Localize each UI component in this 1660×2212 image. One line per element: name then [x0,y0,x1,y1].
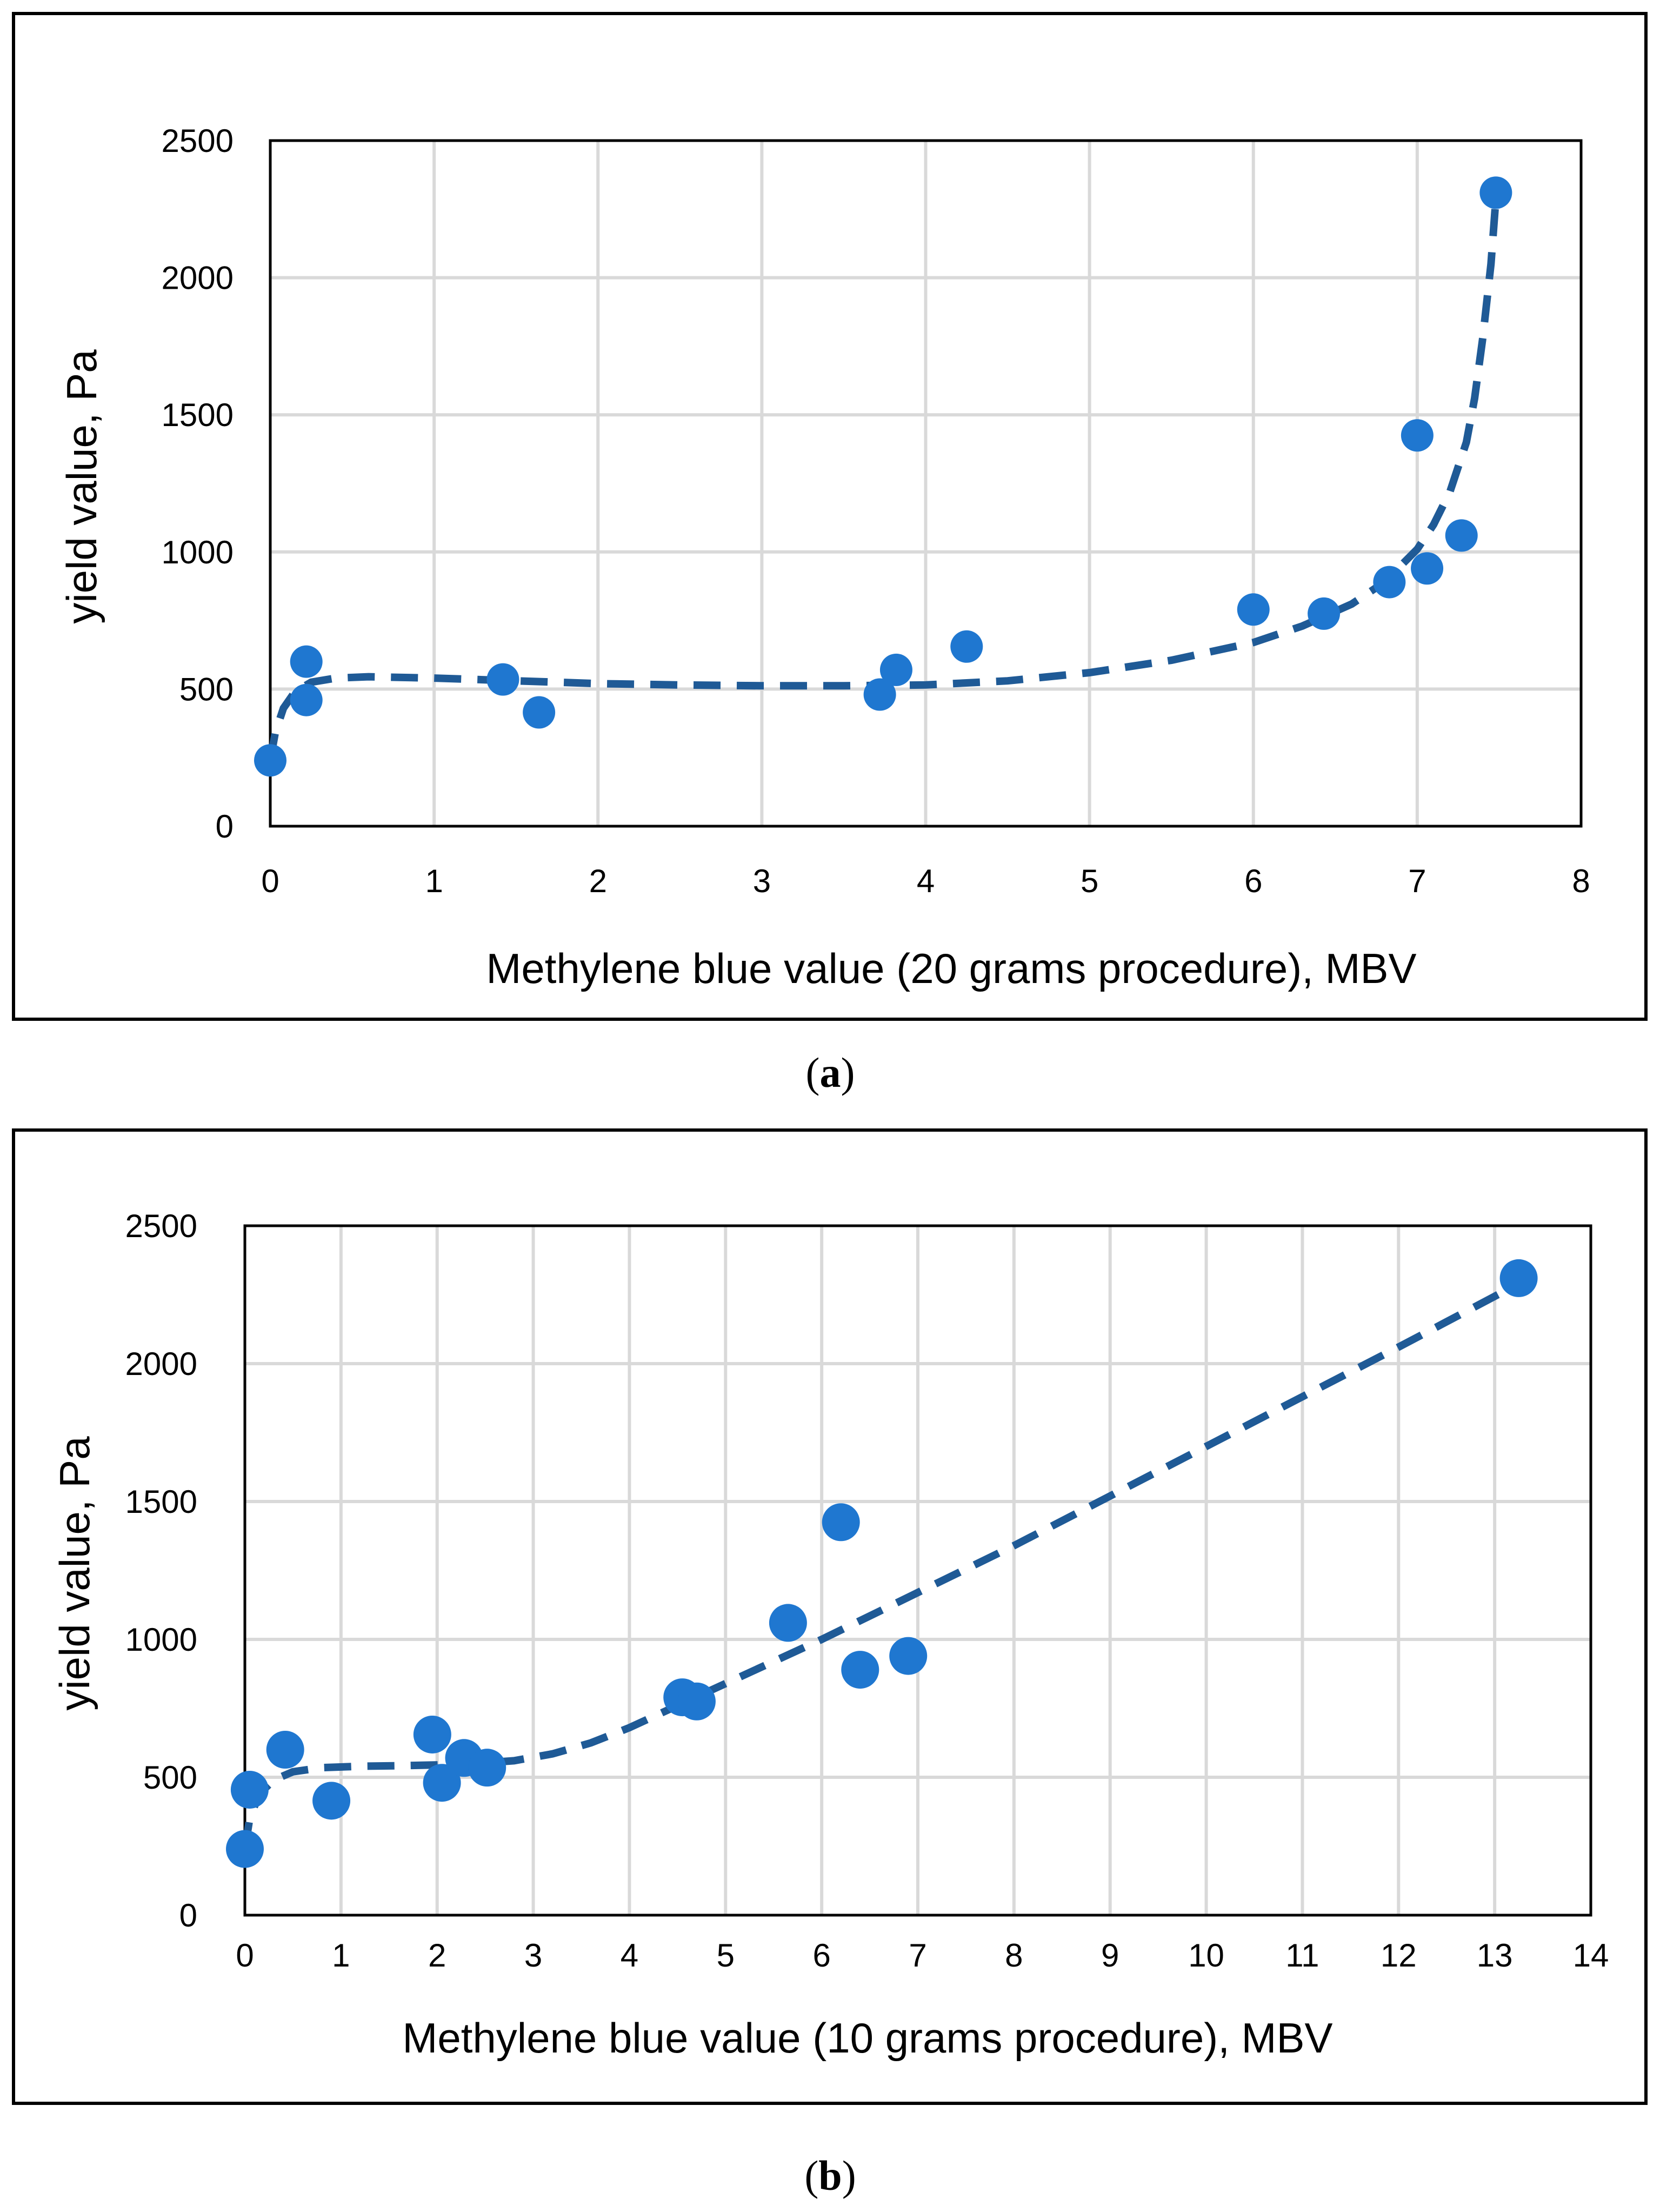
x-tick-label: 9 [1101,1937,1119,1974]
y-tick-label: 1500 [162,397,234,433]
x-tick-label: 10 [1188,1937,1224,1974]
panel-a-border [12,12,1648,1021]
caption-a-letter: a [820,1049,841,1096]
data-point [1445,519,1478,552]
data-point [822,1503,860,1542]
x-tick-label: 8 [1005,1937,1023,1974]
y-tick-label: 0 [179,1897,197,1934]
data-points-b [226,1259,1538,1868]
data-point [950,630,983,663]
plot-area-a [269,139,1583,828]
data-point [468,1749,506,1787]
data-point [413,1715,451,1753]
y-axis-title-a: yield value, Pa [58,349,105,624]
data-point [769,1604,807,1642]
data-points-a [254,176,1512,777]
caption-b: (b) [804,2152,856,2199]
trendline-a [266,197,1500,761]
x-tick-label: 8 [1572,863,1590,899]
x-axis-ticks-b: 0 1 2 3 4 5 6 7 8 9 10 11 12 13 14 [236,1937,1609,1974]
x-tick-label: 2 [589,863,607,899]
y-axis-ticks-b: 0 500 1000 1500 2000 2500 [125,1208,197,1934]
x-tick-label: 7 [1408,863,1426,899]
x-axis-title-a: Methylene blue value (20 grams procedure… [486,945,1416,992]
caption-b-letter: b [818,2152,842,2199]
data-point [1411,552,1444,585]
x-tick-label: 6 [1244,863,1262,899]
y-tick-label: 0 [216,808,234,845]
y-axis-title-b: yield value, Pa [51,1436,98,1711]
y-tick-label: 500 [143,1759,197,1796]
data-point [1499,1259,1538,1297]
y-axis-ticks-a: 0 500 1000 1500 2000 2500 [162,123,234,845]
data-point [1401,419,1434,452]
panel-b-border [12,1128,1648,2105]
data-point [841,1651,879,1689]
y-tick-label: 2500 [162,123,234,159]
y-tick-label: 500 [179,671,234,707]
y-tick-label: 1500 [125,1484,197,1520]
y-tick-label: 2500 [125,1208,197,1244]
y-tick-label: 1000 [125,1622,197,1658]
x-tick-label: 4 [621,1937,638,1974]
x-tick-label: 13 [1477,1937,1513,1974]
x-tick-label: 11 [1285,1937,1319,1974]
data-point [677,1682,716,1721]
data-point [290,645,323,678]
data-point [254,744,286,777]
y-tick-label: 2000 [162,260,234,296]
data-point [879,653,912,686]
x-tick-label: 5 [717,1937,735,1974]
x-tick-label: 7 [909,1937,926,1974]
trendline-b [241,1280,1521,1850]
data-point [266,1731,304,1769]
data-point [230,1770,269,1809]
data-point [486,663,519,696]
y-tick-label: 2000 [125,1346,197,1382]
data-point [312,1782,351,1820]
data-point [889,1637,928,1675]
data-point [226,1830,264,1868]
x-tick-label: 1 [425,863,443,899]
x-tick-label: 4 [917,863,935,899]
x-tick-label: 12 [1381,1937,1417,1974]
x-tick-label: 3 [753,863,771,899]
x-tick-label: 2 [428,1937,446,1974]
data-point [1479,176,1512,209]
x-tick-label: 3 [524,1937,542,1974]
x-tick-label: 0 [261,863,279,899]
y-tick-label: 1000 [162,534,234,570]
data-point [1237,593,1270,626]
data-point [1308,597,1341,630]
plot-area-b [243,1224,1592,1917]
data-point [1373,566,1406,599]
x-axis-title-b: Methylene blue value (10 grams procedure… [402,2014,1332,2062]
grid-a [270,141,1581,826]
data-point [423,1764,461,1802]
x-tick-label: 1 [332,1937,350,1974]
x-tick-label: 5 [1081,863,1098,899]
x-tick-label: 14 [1573,1937,1609,1974]
x-axis-ticks-a: 0 1 2 3 4 5 6 7 8 [261,863,1590,899]
chart-panel-a: 0 500 1000 1500 2000 2500 0 1 2 3 4 5 6 7 8 yield val… [12,12,1648,1021]
data-point [523,696,556,729]
data-point [290,683,323,716]
data-point [863,678,896,711]
x-tick-label: 6 [812,1937,830,1974]
x-tick-label: 0 [236,1937,254,1974]
caption-a: (a) [806,1049,855,1096]
grid-b [245,1226,1591,1915]
